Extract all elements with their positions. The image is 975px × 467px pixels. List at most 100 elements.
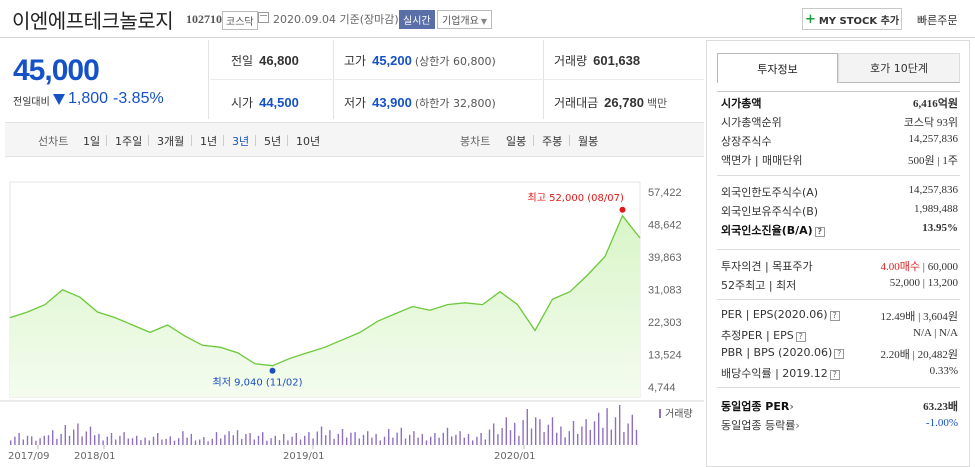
stat-amount: 거래대금 26,780 백만: [554, 94, 667, 111]
stat-open: 시가 44,500: [231, 94, 299, 111]
volume-bar: [560, 426, 562, 445]
candle-daily[interactable]: 일봉: [506, 135, 527, 148]
volume-bar: [18, 433, 20, 445]
info-key: PER | EPS(2020.06)?: [721, 308, 840, 321]
volume-bar: [476, 436, 478, 445]
volume-bar: [610, 429, 612, 445]
volume-bar: [43, 435, 45, 445]
volume-bar: [501, 428, 503, 445]
volume-bar: [102, 440, 104, 445]
volume-bar: [505, 417, 507, 445]
volume-bar: [98, 433, 100, 445]
price-change-percent: -3.85%: [113, 90, 164, 107]
help-icon[interactable]: ?: [834, 349, 845, 359]
y-tick-label: 57,422: [648, 187, 682, 199]
volume-bar: [337, 433, 339, 445]
stat-label: 고가: [344, 54, 367, 68]
volume-bar: [392, 437, 394, 445]
volume-bar: [375, 433, 377, 445]
volume-bar: [455, 434, 457, 445]
volume-bar: [371, 437, 373, 445]
volume-bar: [39, 438, 41, 445]
volume-bar: [350, 432, 352, 445]
volume-bar: [539, 419, 541, 445]
volume-bar: [358, 438, 360, 445]
volume-bar: [522, 420, 524, 445]
volume-bar: [589, 429, 591, 445]
volume-bar: [14, 436, 16, 445]
volume-bar: [543, 432, 545, 445]
volume-bar: [157, 433, 159, 445]
volume-bar: [52, 430, 54, 445]
info-key-text[interactable]: 동일업종 PER: [721, 400, 790, 413]
volume-bar: [94, 435, 96, 445]
volume-bar: [585, 419, 587, 445]
help-icon[interactable]: ?: [829, 370, 840, 380]
quick-order-link[interactable]: 빠른주문: [917, 14, 958, 27]
info-key: 상장주식수: [721, 135, 772, 148]
period-1y[interactable]: 1년: [200, 135, 218, 148]
volume-bar: [123, 432, 125, 445]
period-5y[interactable]: 5년: [264, 135, 282, 148]
volume-bar: [341, 429, 344, 445]
base-date: 2020.09.04 기준(장마감): [273, 13, 399, 26]
volume-bar: [396, 432, 398, 445]
volume-bar: [493, 423, 495, 445]
info-key: 투자의견 | 목표주가: [721, 260, 813, 273]
help-icon[interactable]: ?: [795, 332, 806, 342]
x-tick-label: 2017/09: [8, 451, 50, 462]
candle-chart-label: 봉차트: [460, 135, 491, 148]
volume-bar: [169, 436, 171, 445]
info-value: 12.49배 | 3,604원: [880, 311, 958, 323]
volume-bar: [119, 435, 121, 445]
period-3m[interactable]: 3개월: [157, 135, 185, 148]
candle-monthly[interactable]: 월봉: [578, 135, 599, 148]
info-key: PBR | BPS (2020.06)?: [721, 346, 845, 359]
stat-value: 43,900: [372, 95, 412, 110]
info-key-text[interactable]: 동일업종 등락률: [721, 419, 796, 432]
period-10y[interactable]: 10년: [296, 135, 321, 148]
help-icon[interactable]: ?: [814, 227, 825, 237]
volume-bar: [182, 431, 184, 445]
volume-bar: [388, 429, 390, 445]
tab-quote-10[interactable]: 호가 10단계: [838, 53, 960, 83]
realtime-button[interactable]: 실시간: [399, 10, 435, 29]
stat-value: 44,500: [259, 95, 299, 110]
volume-bar: [232, 435, 234, 445]
volume-bar: [131, 438, 134, 445]
volume-bar: [287, 440, 289, 445]
high-label: 최고 52,000 (08/07): [528, 192, 624, 204]
volume-bar: [215, 432, 218, 445]
period-1w[interactable]: 1주일: [115, 135, 143, 148]
divider: [223, 135, 224, 146]
volume-bar: [623, 432, 625, 445]
period-1d[interactable]: 1일: [83, 135, 101, 148]
target-price: | 60,000: [920, 261, 958, 273]
volume-bar: [270, 438, 272, 445]
candle-weekly[interactable]: 주봉: [542, 135, 563, 148]
company-overview-dropdown[interactable]: 기업개요 ▼: [437, 10, 492, 29]
volume-bar: [47, 435, 50, 445]
volume-bar: [379, 440, 381, 445]
info-key-text: 배당수익률 | 2019.12: [721, 367, 828, 380]
volume-bar: [535, 417, 537, 445]
info-value: N/A | N/A: [913, 327, 958, 339]
volume-label: 거래량: [665, 408, 693, 420]
add-my-stock-button[interactable]: + MY STOCK 추가: [802, 8, 902, 30]
down-arrow-icon: [53, 94, 65, 105]
period-3y[interactable]: 3년: [232, 135, 250, 148]
volume-bar: [26, 435, 29, 445]
volume-bar: [236, 430, 239, 445]
volume-bar: [631, 414, 633, 445]
tab-investment-info[interactable]: 투자정보: [717, 53, 838, 83]
help-icon[interactable]: ?: [829, 311, 840, 321]
volume-bar: [207, 441, 209, 445]
y-tick-label: 39,863: [648, 252, 682, 264]
volume-bar: [136, 435, 138, 445]
info-row: 동일업종 PER› 63.23배: [717, 395, 960, 414]
info-key: 액면가 | 매매단위: [721, 154, 803, 167]
info-row: 시가총액순위 코스닥 93위: [717, 111, 960, 130]
volume-bar: [115, 439, 117, 445]
y-tick-label: 31,083: [648, 285, 682, 297]
volume-bar: [480, 433, 482, 445]
